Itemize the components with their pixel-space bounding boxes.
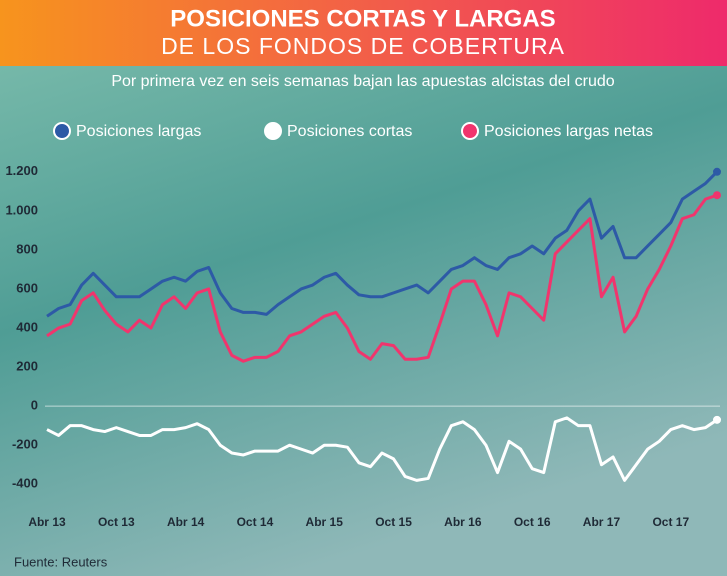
x-tick-label: Oct 16 — [514, 515, 551, 529]
x-tick-label: Abr 15 — [306, 515, 344, 529]
banner — [0, 0, 727, 66]
series-line — [46, 416, 718, 482]
y-tick-label: -200 — [12, 437, 38, 452]
chart-subtitle: DE LOS FONDOS DE COBERTURA — [161, 33, 565, 59]
y-tick-label: 800 — [16, 241, 38, 256]
x-tick-label: Abr 16 — [444, 515, 482, 529]
y-tick-label: 600 — [16, 280, 38, 295]
x-tick-label: Oct 13 — [98, 515, 135, 529]
legend-marker — [53, 122, 71, 140]
y-tick-label: 1.200 — [5, 163, 38, 178]
y-tick-label: 0 — [31, 398, 38, 413]
y-tick-label: 200 — [16, 359, 38, 374]
legend-marker — [461, 122, 479, 140]
legend-label: Posiciones largas netas — [484, 123, 653, 140]
chart-title: POSICIONES CORTAS Y LARGAS — [170, 5, 555, 32]
x-tick-label: Oct 17 — [652, 515, 689, 529]
series-line — [46, 193, 718, 363]
end-dot — [713, 167, 721, 176]
legend-label: Posiciones cortas — [287, 123, 412, 140]
y-tick-label: 1.000 — [5, 202, 38, 217]
note: Por primera vez en seis semanas bajan la… — [111, 73, 614, 90]
x-tick-label: Oct 15 — [375, 515, 412, 529]
x-tick-label: Abr 14 — [167, 515, 205, 529]
source: Fuente: Reuters — [14, 554, 108, 569]
y-tick-label: -400 — [12, 476, 38, 491]
end-dot — [713, 415, 721, 424]
x-tick-label: Oct 14 — [237, 515, 274, 529]
end-dot — [713, 191, 721, 200]
y-tick-label: 400 — [16, 319, 38, 334]
x-tick-label: Abr 17 — [583, 515, 621, 529]
legend-marker — [264, 122, 282, 140]
legend-label: Posiciones largas — [76, 123, 201, 140]
series-line — [46, 170, 719, 318]
x-tick-label: Abr 13 — [28, 515, 66, 529]
